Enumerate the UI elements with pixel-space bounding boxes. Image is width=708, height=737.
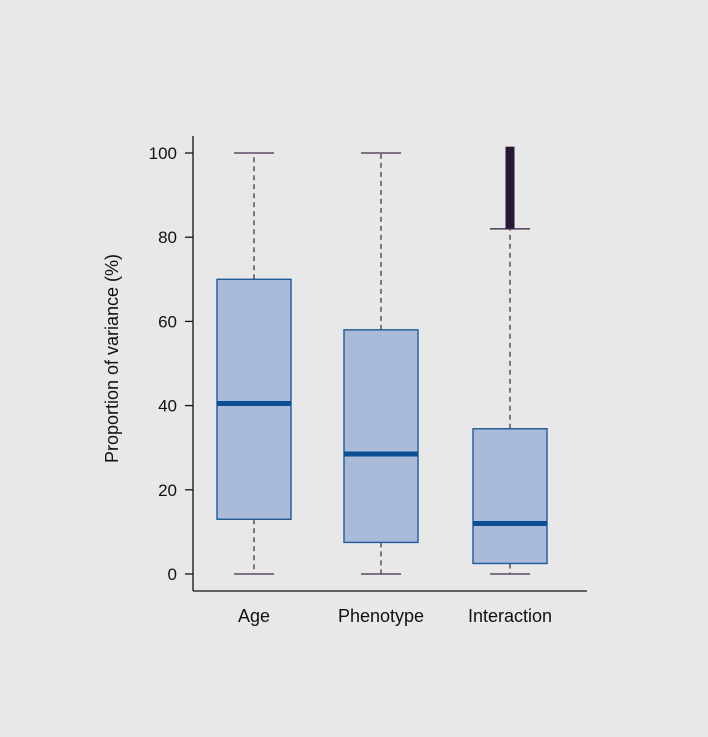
y-tick-label-60: 60: [158, 312, 177, 331]
plot-marks: [216, 146, 548, 575]
y-tick-label-80: 80: [158, 228, 177, 247]
y-tick-label-0: 0: [168, 565, 177, 584]
box-group-age: [216, 152, 292, 575]
box-group-interaction: [472, 146, 548, 575]
axes: 0 20 40 60 80 100 Age Phenotype Interaction: [149, 136, 587, 626]
y-tick-label-100: 100: [149, 144, 177, 163]
box-group-phenotype: [343, 152, 419, 575]
box-phenotype: [343, 329, 419, 544]
box-age: [216, 278, 292, 520]
outliers-interaction: [505, 146, 515, 229]
y-axis-title: Proportion of variance (%): [102, 254, 122, 463]
y-tick-label-20: 20: [158, 481, 177, 500]
x-tick-label-age: Age: [238, 606, 270, 626]
y-tick-label-40: 40: [158, 397, 177, 416]
box-interaction: [472, 428, 548, 565]
x-tick-label-phenotype: Phenotype: [338, 606, 424, 626]
x-tick-label-interaction: Interaction: [468, 606, 552, 626]
